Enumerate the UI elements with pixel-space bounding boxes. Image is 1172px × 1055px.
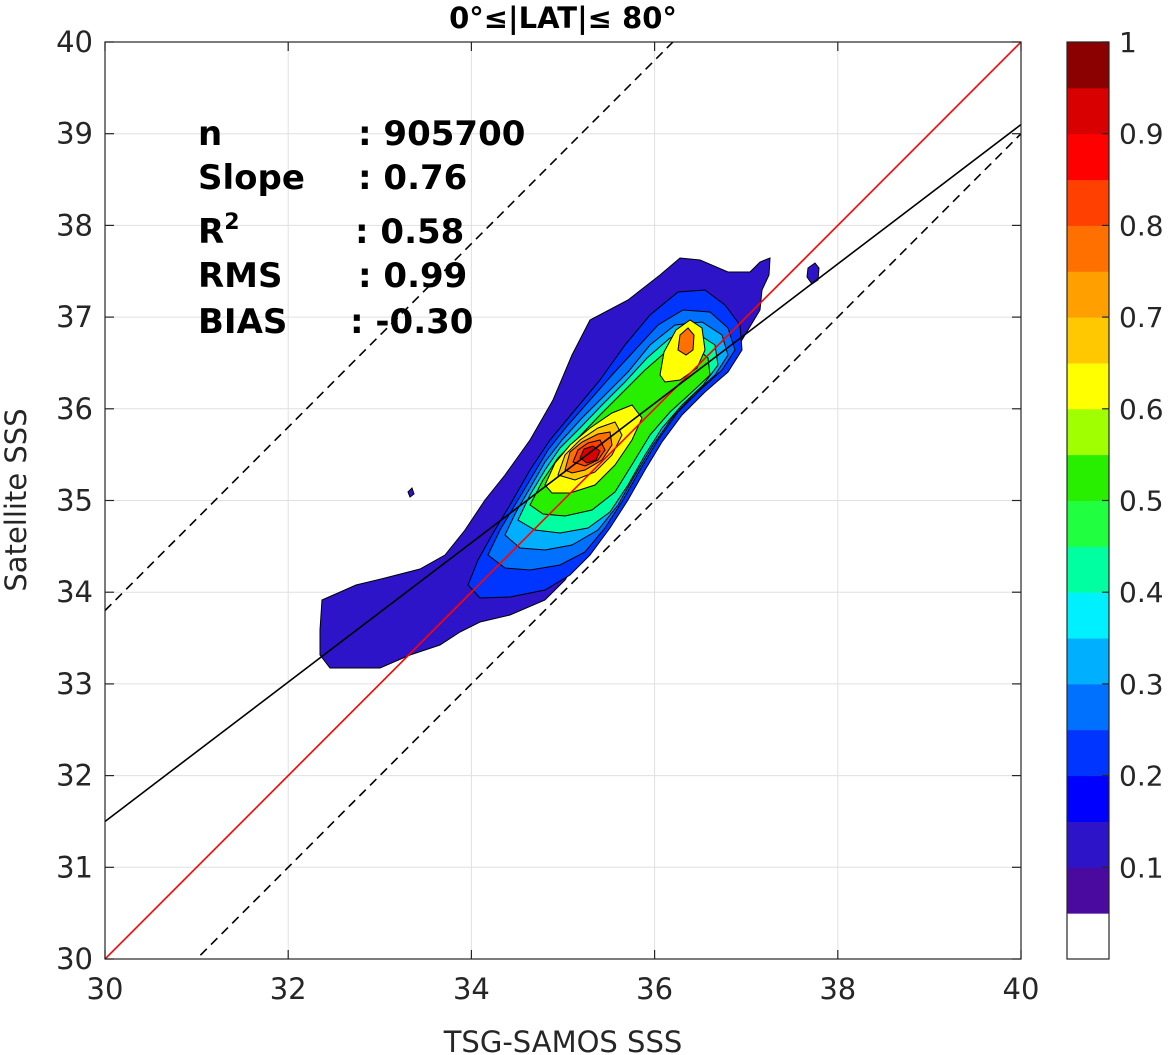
colorbar-tick-label: 0.6	[1119, 393, 1164, 426]
y-tick-label: 35	[56, 484, 93, 518]
x-tick-label: 36	[636, 972, 673, 1006]
line-one-to-one	[105, 42, 1021, 959]
colorbar-band	[1067, 500, 1109, 547]
colorbar-band	[1067, 775, 1109, 822]
colorbar-band	[1067, 592, 1109, 639]
y-axis-title: Satellite SSS	[0, 408, 33, 591]
stat-r2-value: : 0.58	[355, 212, 464, 252]
colorbar-band	[1067, 821, 1109, 868]
colorbar-band	[1067, 87, 1109, 135]
y-tick-label: 33	[56, 667, 93, 701]
y-tick-label: 38	[56, 208, 93, 242]
colorbar-band	[1067, 867, 1109, 914]
stat-rms-label: RMS	[198, 256, 283, 296]
reference-lines	[105, 42, 1021, 959]
chart-title: 0°≤|LAT|≤ 80°	[449, 1, 677, 35]
colorbar-band	[1067, 42, 1109, 89]
colorbar-band	[1067, 729, 1109, 777]
colorbar-tick-label: 1	[1119, 26, 1137, 59]
colorbar-tick-label: 0.4	[1119, 576, 1164, 609]
colorbar-tick-label: 0.9	[1119, 118, 1164, 151]
x-axis-title: TSG-SAMOS SSS	[443, 1025, 683, 1055]
colorbar-tick-label: 0.1	[1119, 851, 1164, 884]
y-tick-label: 31	[56, 850, 93, 884]
colorbar-tick-label: 0.8	[1119, 209, 1164, 242]
colorbar-band	[1067, 408, 1109, 456]
contour-island-2	[407, 487, 415, 498]
y-tick-label: 37	[56, 300, 93, 334]
line-regression	[105, 123, 1021, 823]
stat-rms-value: : 0.99	[358, 256, 467, 296]
contour-level-11	[579, 445, 601, 464]
colorbar-tick-label: 0.5	[1119, 485, 1164, 518]
colorbar-band	[1067, 638, 1109, 685]
colorbar-band	[1067, 271, 1109, 318]
y-tick-label: 40	[56, 25, 93, 59]
y-tick-label: 30	[56, 942, 93, 976]
line-upper-bound	[105, 42, 675, 612]
colorbar-band	[1067, 225, 1109, 272]
y-tick-label: 32	[56, 759, 93, 793]
x-tick-label: 32	[270, 972, 307, 1006]
colorbar: 0.1 0.2 0.3 0.4 0.5 0.6 0.7 0.8 0.9 1	[1066, 26, 1164, 960]
stat-slope-value: : 0.76	[358, 158, 467, 198]
colorbar-band	[1067, 317, 1109, 364]
y-tick-label: 39	[56, 117, 93, 151]
stat-r2-sup: 2	[224, 210, 239, 235]
colorbar-band	[1067, 362, 1109, 410]
x-tick-label: 40	[1003, 972, 1040, 1006]
colorbar-tick-label: 0.3	[1119, 668, 1164, 701]
x-tick-label: 30	[87, 972, 124, 1006]
stat-bias-label: BIAS	[198, 302, 287, 342]
stat-slope-label: Slope	[198, 158, 305, 198]
x-tick-label: 38	[819, 972, 856, 1006]
stats-box: n : 905700 Slope : 0.76 R2 : 0.58 RMS : …	[198, 114, 525, 342]
y-tick-label: 36	[56, 392, 93, 426]
stat-r2-base: R	[198, 212, 224, 252]
colorbar-tick-label: 0.7	[1119, 301, 1164, 334]
stat-n-label: n	[198, 114, 222, 154]
colorbar-band	[1067, 913, 1109, 960]
axis-ticks: 30 32 34 36 38 40 30 31 32 33 34 35 36 37 38 39 40	[56, 25, 1039, 1006]
y-tick-label: 34	[56, 575, 93, 609]
stat-r2-label: R2	[198, 210, 240, 252]
colorbar-tick-label: 0.2	[1119, 760, 1164, 793]
stat-bias-value: : -0.30	[350, 302, 473, 342]
line-lower-bound	[195, 133, 1021, 959]
contour-island-1	[806, 262, 820, 285]
colorbar-band	[1067, 546, 1109, 593]
colorbar-band	[1067, 454, 1109, 501]
colorbar-band	[1067, 133, 1109, 181]
x-tick-label: 34	[453, 972, 490, 1006]
contour-level-9	[564, 327, 695, 474]
colorbar-band	[1067, 179, 1109, 226]
stat-n-value: : 905700	[358, 114, 525, 154]
colorbar-band	[1067, 683, 1109, 731]
